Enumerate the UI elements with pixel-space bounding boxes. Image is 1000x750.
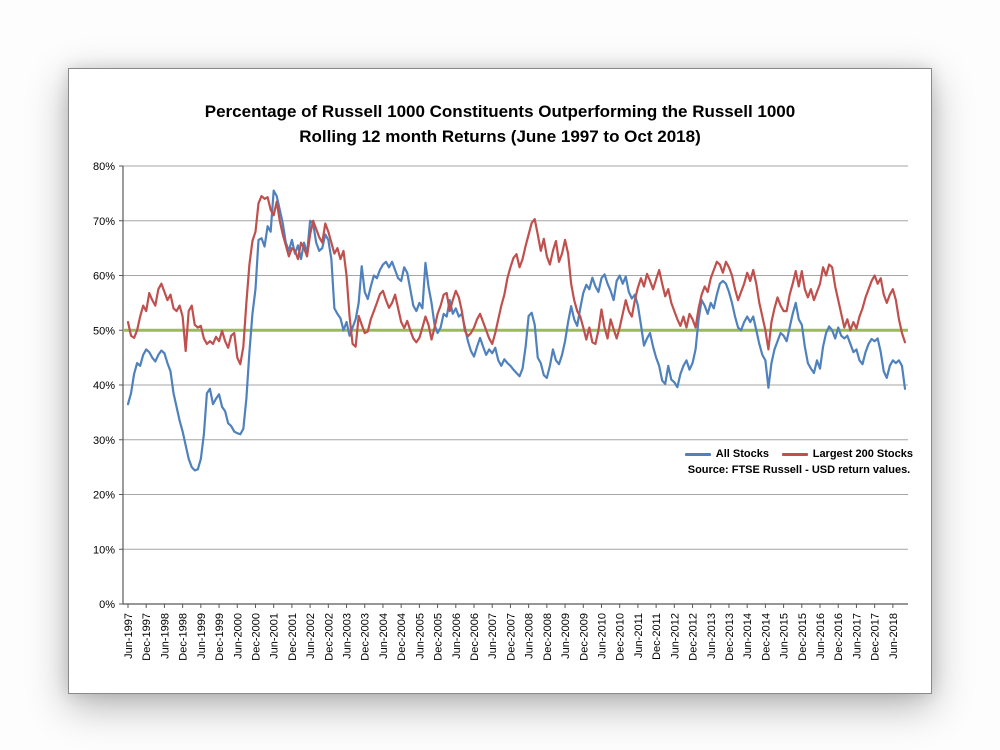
x-tick-label: Dec-2017 [870, 613, 882, 661]
x-tick-label: Jun-2000 [232, 613, 244, 659]
x-tick-label: Dec-2016 [833, 613, 845, 661]
x-tick-label: Jun-2007 [487, 613, 499, 659]
chart-title-line2: Rolling 12 month Returns (June 1997 to O… [299, 127, 701, 146]
y-tick-label: 20% [93, 490, 115, 502]
x-tick-label: Dec-2011 [651, 613, 663, 660]
chart-title: Percentage of Russell 1000 Constituents … [69, 99, 931, 149]
x-tick-label: Dec-2013 [724, 613, 736, 661]
x-tick-label: Dec-2005 [433, 613, 445, 661]
x-tick-label: Jun-2006 [451, 613, 463, 659]
x-tick-label: Jun-2001 [269, 613, 281, 659]
x-tick-label: Dec-2014 [760, 613, 772, 661]
chart-title-line1: Percentage of Russell 1000 Constituents … [204, 102, 796, 121]
x-tick-label: Dec-2001 [287, 613, 299, 661]
x-tick-label: Jun-2013 [706, 613, 718, 659]
x-tick-label: Jun-2008 [524, 613, 536, 659]
x-tick-label: Jun-2016 [815, 613, 827, 659]
y-tick-label: 10% [93, 544, 115, 556]
source-note: Source: FTSE Russell - USD return values… [687, 464, 911, 476]
x-tick-label: Jun-2015 [779, 613, 791, 659]
x-tick-label: Jun-2017 [851, 613, 863, 659]
x-tick-label: Jun-2003 [342, 613, 354, 659]
x-tick-label: Jun-1998 [159, 613, 171, 659]
all-stocks-line-swatch [685, 452, 711, 456]
y-tick-label: 0% [99, 599, 115, 611]
line-chart-plot: 0% 10% 20% 30% 40% 50% 60% 70% 80% Jun-1997 Dec-19… [93, 161, 908, 661]
x-tick-label: Dec-2003 [360, 613, 372, 661]
x-tick-label: Dec-2008 [542, 613, 554, 661]
x-tick-label: Dec-2006 [469, 613, 481, 661]
x-tick-label: Dec-2007 [505, 613, 517, 661]
all-stocks-legend-label: All Stocks [715, 448, 769, 460]
x-tick-label: Jun-1999 [196, 613, 208, 659]
x-tick-label: Dec-2000 [250, 613, 262, 661]
x-tick-label: Jun-2010 [596, 613, 608, 659]
x-tick-label: Dec-2009 [578, 613, 590, 661]
x-tick-label: Jun-2018 [888, 613, 900, 659]
chart-legend: All Stocks Largest 200 Stocks Source: FT… [685, 448, 913, 476]
x-tick-label: Dec-1998 [178, 613, 190, 661]
legend-row: All Stocks Largest 200 Stocks [685, 448, 913, 460]
x-tick-label: Jun-2005 [414, 613, 426, 659]
x-tick-label: Jun-2011 [633, 613, 645, 658]
x-tick-label: Jun-2014 [742, 613, 754, 659]
largest-200-series-line [126, 195, 907, 366]
y-tick-label: 40% [93, 380, 115, 392]
x-tick-label: Dec-2002 [323, 613, 335, 661]
x-tick-label: Jun-2009 [560, 613, 572, 659]
y-tick-label: 50% [93, 325, 115, 337]
x-tick-label: Dec-1997 [141, 613, 153, 661]
x-tick-label: Jun-2002 [305, 613, 317, 659]
y-tick-label: 30% [93, 435, 115, 447]
x-tick-label: Dec-2015 [797, 613, 809, 661]
x-tick-label: Dec-1999 [214, 613, 226, 661]
y-tick-label: 70% [93, 216, 115, 228]
x-tick-label: Dec-2004 [396, 613, 408, 661]
x-tick-label: Jun-1997 [123, 613, 135, 659]
x-tick-label: Dec-2010 [615, 613, 627, 661]
largest-200-line-swatch [781, 452, 808, 456]
y-tick-label: 80% [93, 161, 115, 173]
x-tick-label: Jun-2012 [669, 613, 681, 659]
chart-card: 0% 10% 20% 30% 40% 50% 60% 70% 80% Jun-1997 Dec-19… [68, 68, 932, 694]
y-tick-label: 60% [93, 271, 115, 283]
largest-200-legend-label: Largest 200 Stocks [812, 448, 913, 460]
all-stocks-series-line [126, 189, 907, 472]
x-tick-label: Dec-2012 [688, 613, 700, 661]
x-tick-label: Jun-2004 [378, 613, 390, 659]
